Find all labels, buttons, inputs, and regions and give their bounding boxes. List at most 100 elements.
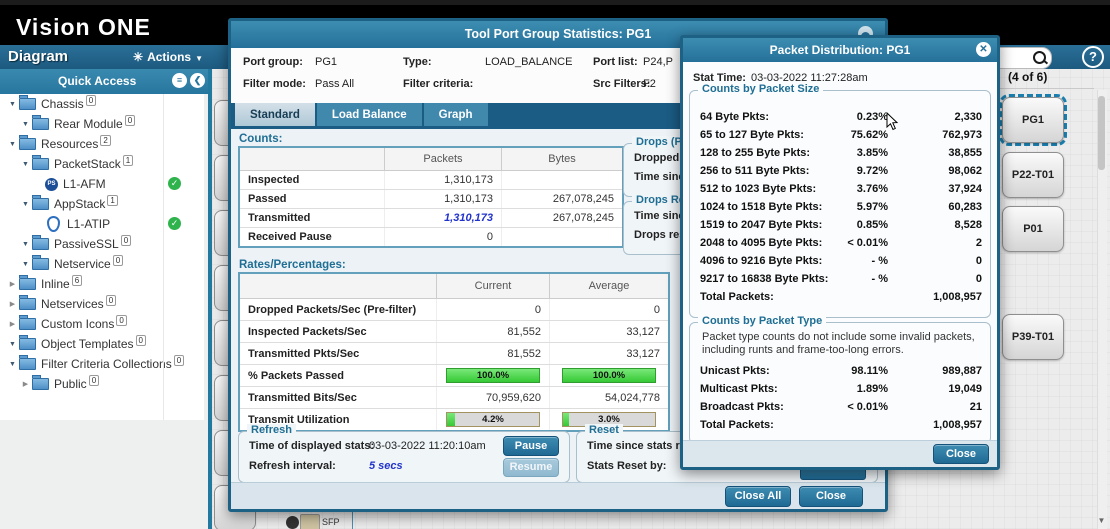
row-label: Received Pause bbox=[238, 227, 385, 248]
chevron-expanded-icon[interactable]: ▼ bbox=[9, 340, 16, 348]
tree-item[interactable]: ▶ Netservices 0 bbox=[0, 294, 204, 314]
tree-item-label: Inline bbox=[41, 277, 70, 291]
tree-item-label: Public bbox=[54, 377, 87, 391]
chevron-collapsed-icon[interactable]: ▶ bbox=[9, 281, 16, 288]
packets-value[interactable]: 1,310,173 bbox=[384, 208, 502, 228]
tree-item-label: Netservice bbox=[54, 257, 111, 271]
chevron-expanded-icon[interactable]: ▼ bbox=[9, 360, 16, 368]
close-button[interactable]: Close bbox=[799, 486, 863, 507]
packet-distribution-dialog: Packet Distribution: PG1 ✕ Stat Time: 03… bbox=[680, 35, 1000, 470]
distribution-row: Unicast Pkts: 98.11% 989,887 bbox=[690, 365, 990, 383]
tree-item[interactable]: ▼ Chassis 0 bbox=[0, 94, 204, 114]
tree-item-label: Netservices bbox=[41, 297, 104, 311]
tab-standard[interactable]: Standard bbox=[235, 103, 315, 126]
tree-item[interactable]: PS L1-AFM ✓ bbox=[0, 174, 204, 194]
row-count: 0 bbox=[975, 255, 982, 267]
tree-item[interactable]: ▼ PassiveSSL 0 bbox=[0, 234, 204, 254]
count-badge: 0 bbox=[85, 94, 97, 106]
packets-link[interactable]: 1,310,173 bbox=[444, 212, 493, 224]
tree-item[interactable]: ▼ Rear Module 0 bbox=[0, 114, 204, 134]
canvas-scrollbar[interactable] bbox=[1097, 90, 1107, 529]
collapse-panel-icon[interactable]: ❮ bbox=[190, 73, 205, 88]
chevron-expanded-icon[interactable]: ▼ bbox=[22, 240, 29, 248]
menu-icon[interactable]: ≡ bbox=[172, 73, 187, 88]
dialog-title-bar[interactable]: Packet Distribution: PG1 ✕ bbox=[683, 38, 997, 62]
resume-button[interactable]: Resume bbox=[503, 458, 559, 477]
pause-button[interactable]: Pause bbox=[503, 436, 559, 456]
folder-icon bbox=[19, 135, 36, 150]
count-badge: 0 bbox=[88, 374, 100, 386]
info-label: Port list: bbox=[593, 56, 638, 68]
tree-item-label: L1-ATIP bbox=[67, 217, 111, 231]
scrollbar-thumb[interactable] bbox=[1098, 96, 1105, 170]
status-ok-icon: ✓ bbox=[168, 217, 181, 230]
chevron-expanded-icon[interactable]: ▼ bbox=[22, 200, 29, 208]
table-header-row: Current Average bbox=[238, 273, 670, 299]
tree-item[interactable]: ▶ Public 0 bbox=[0, 374, 204, 394]
row-label: Total Packets: bbox=[700, 291, 774, 303]
row-label: Inspected Packets/Sec bbox=[238, 320, 437, 343]
port-box[interactable]: P39-T01 bbox=[1002, 314, 1064, 360]
tree-item[interactable]: ▼ Object Templates 0 bbox=[0, 334, 204, 354]
stats-time-value: 03-03-2022 11:20:10am bbox=[369, 440, 486, 452]
col-header: Current bbox=[436, 273, 550, 299]
tree-item[interactable]: ▶ Inline 6 bbox=[0, 274, 204, 294]
distribution-row: 65 to 127 Byte Pkts: 75.62% 762,973 bbox=[690, 129, 990, 147]
port-box[interactable]: P01 bbox=[1002, 206, 1064, 252]
tree-item[interactable]: ▼ Filter Criteria Collections 0 bbox=[0, 354, 204, 374]
row-percent: < 0.01% bbox=[847, 401, 888, 413]
tree-item[interactable]: ▶ Custom Icons 0 bbox=[0, 314, 204, 334]
port-box[interactable]: PG1 bbox=[1002, 97, 1064, 143]
folder-icon bbox=[32, 235, 49, 250]
row-percent: 3.85% bbox=[856, 147, 888, 159]
tab-graph[interactable]: Graph bbox=[423, 103, 488, 126]
chevron-expanded-icon[interactable]: ▼ bbox=[22, 120, 29, 128]
help-icon[interactable]: ? bbox=[1082, 46, 1104, 68]
actions-menu[interactable]: ✳ Actions ▼ bbox=[133, 50, 203, 64]
table-row: Transmitted Bits/Sec 70,959,620 54,024,778 bbox=[238, 386, 669, 409]
refresh-interval-link[interactable]: 5 secs bbox=[369, 460, 403, 472]
row-label: Total Packets: bbox=[700, 419, 774, 431]
average-value: 33,127 bbox=[549, 342, 669, 365]
chevron-expanded-icon[interactable]: ▼ bbox=[22, 260, 29, 268]
row-percent: - % bbox=[871, 255, 889, 267]
row-count: 19,049 bbox=[948, 383, 982, 395]
scrollbar-down-arrow[interactable]: ▼ bbox=[1097, 516, 1106, 525]
bytes-value bbox=[501, 170, 623, 190]
info-value: LOAD_BALANCE bbox=[485, 56, 573, 68]
tree-item[interactable]: ▼ Netservice 0 bbox=[0, 254, 204, 274]
chevron-collapsed-icon[interactable]: ▶ bbox=[9, 321, 16, 328]
chevron-expanded-icon[interactable]: ▼ bbox=[9, 140, 16, 148]
chevron-expanded-icon[interactable]: ▼ bbox=[9, 100, 16, 108]
close-button[interactable]: Close bbox=[933, 444, 989, 464]
tree-item[interactable]: ▼ PacketStack 1 bbox=[0, 154, 204, 174]
port-connector-icon bbox=[286, 516, 299, 529]
chevron-collapsed-icon[interactable]: ▶ bbox=[22, 381, 29, 388]
tab-load-balance[interactable]: Load Balance bbox=[316, 103, 422, 126]
chevron-expanded-icon[interactable]: ▼ bbox=[22, 160, 29, 168]
tree-item-label: Custom Icons bbox=[41, 317, 115, 331]
folder-icon bbox=[32, 375, 49, 390]
tree-item[interactable]: L1-ATIP ✓ bbox=[0, 214, 204, 234]
tree-item[interactable]: ▼ Resources 2 bbox=[0, 134, 204, 154]
current-value: 81,552 bbox=[436, 320, 550, 343]
port-box[interactable]: P22-T01 bbox=[1002, 152, 1064, 198]
row-count: 762,973 bbox=[942, 129, 982, 141]
tab-diagram[interactable]: Diagram bbox=[8, 48, 69, 65]
info-label: Type: bbox=[403, 56, 432, 68]
distribution-row: 64 Byte Pkts: 0.23% 2,330 bbox=[690, 111, 990, 129]
col-header: Bytes bbox=[501, 147, 624, 171]
tree-item[interactable]: ▼ AppStack 1 bbox=[0, 194, 204, 214]
fieldset-legend: Counts by Packet Type bbox=[698, 315, 827, 327]
row-count: 1,008,957 bbox=[933, 291, 982, 303]
close-icon[interactable]: ✕ bbox=[976, 42, 991, 57]
row-label: % Packets Passed bbox=[238, 364, 437, 387]
row-percent: 0.85% bbox=[856, 219, 888, 231]
meter-fill bbox=[447, 413, 456, 426]
chevron-collapsed-icon[interactable]: ▶ bbox=[9, 301, 16, 308]
info-label: Filter criteria: bbox=[403, 78, 474, 90]
count-badge: 2 bbox=[100, 134, 111, 146]
row-count: 98,062 bbox=[948, 165, 982, 177]
close-all-button[interactable]: Close All bbox=[725, 486, 791, 507]
mouse-cursor bbox=[886, 112, 899, 131]
